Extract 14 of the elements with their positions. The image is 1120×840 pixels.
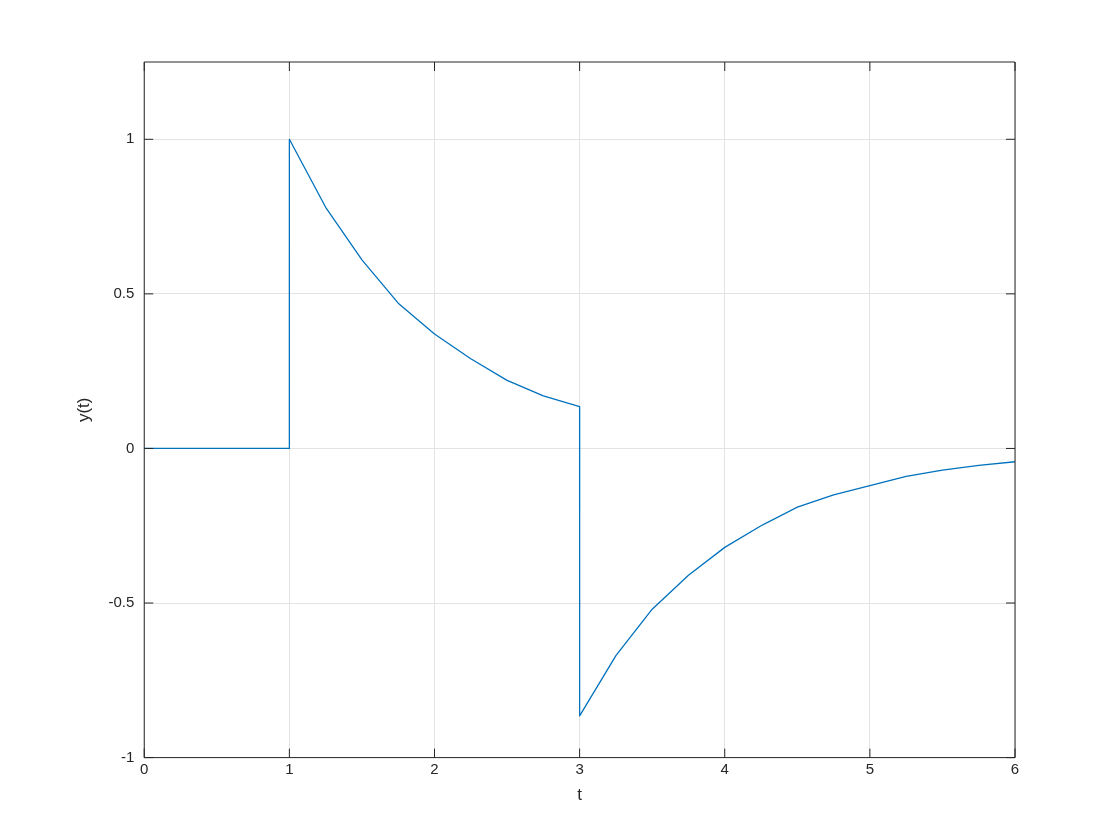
y-axis-title: y(t)	[73, 397, 93, 423]
x-tick-label: 0	[140, 759, 149, 777]
x-tick-label: 3	[575, 759, 584, 777]
x-tick-label: 5	[865, 759, 875, 777]
x-tick-label: 4	[720, 759, 729, 777]
x-tick-label: 2	[430, 759, 439, 777]
x-tick-label: 1	[285, 759, 294, 777]
y-tick-label: 1	[125, 129, 135, 147]
x-axis-title: t	[577, 785, 583, 805]
y-tick-label: -0.5	[108, 593, 135, 611]
y-tick-label: 0.5	[113, 284, 135, 302]
y-tick-label: -1	[120, 747, 135, 765]
y-tick-label: 0	[125, 438, 135, 456]
x-tick-label: 6	[1010, 759, 1020, 777]
